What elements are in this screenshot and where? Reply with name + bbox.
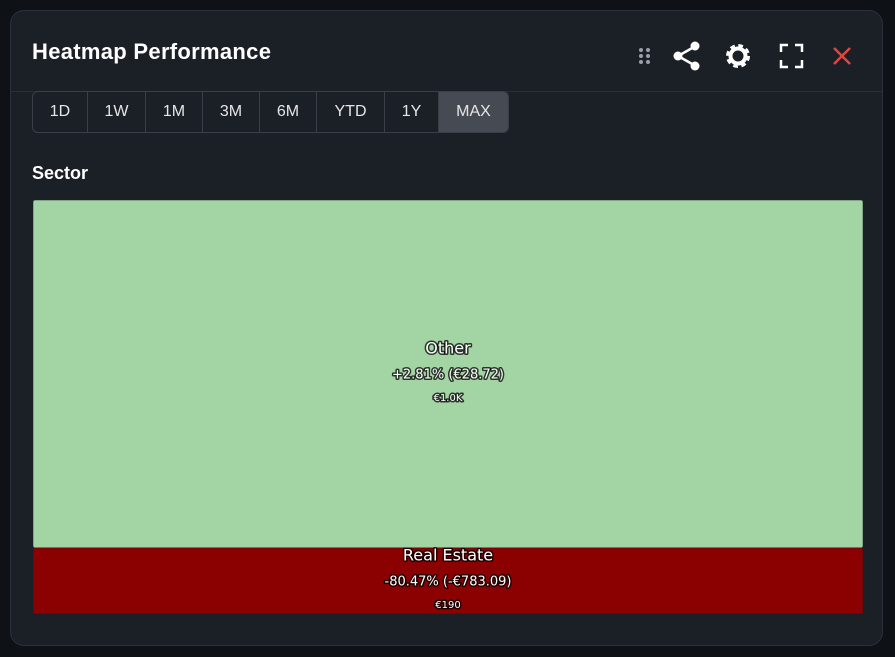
range-button[interactable]: 1W [88, 92, 146, 132]
treemap: Other +2.81% (€28.72) €1.0K Real Estate -80.… [32, 199, 864, 615]
range-button[interactable]: MAX [439, 92, 508, 132]
range-button[interactable]: YTD [317, 92, 385, 132]
share-icon[interactable] [673, 41, 700, 71]
range-button[interactable]: 1D [33, 92, 88, 132]
range-button[interactable]: 3M [203, 92, 260, 132]
settings-icon[interactable] [726, 44, 750, 68]
widget-card: Heatmap Performance 1D 1W 1M 3M 6M YTD 1 [10, 10, 883, 646]
cell-value: €1.0K [434, 393, 463, 404]
chart-title: Sector [32, 163, 89, 183]
widget-title: Heatmap Performance [32, 39, 272, 64]
range-button[interactable]: 1Y [385, 92, 439, 132]
range-button[interactable]: 1M [146, 92, 203, 132]
fullscreen-icon[interactable] [779, 43, 804, 69]
close-icon[interactable] [833, 47, 851, 65]
cell-value: €190 [435, 600, 460, 611]
range-selector: 1D 1W 1M 3M 6M YTD 1Y MAX [32, 91, 509, 133]
treemap-cell[interactable] [32, 547, 864, 615]
cell-name: Real Estate [403, 545, 493, 564]
toolbar [639, 41, 851, 71]
cell-change: +2.81% (€28.72) [392, 367, 504, 382]
cell-name: Other [425, 338, 471, 357]
range-button[interactable]: 6M [260, 92, 317, 132]
drag-handle[interactable] [639, 48, 650, 64]
cell-change: -80.47% (-€783.09) [385, 574, 512, 589]
